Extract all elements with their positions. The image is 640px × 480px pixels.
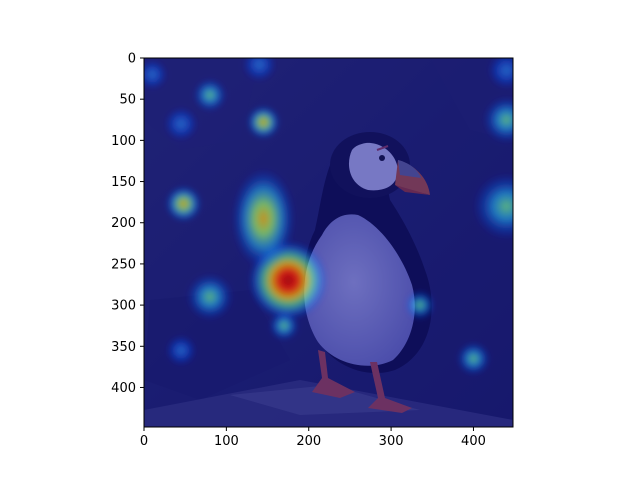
heatmap-hotspot — [488, 58, 513, 89]
y-tick-label: 100 — [111, 134, 136, 149]
heatmap-hotspot — [186, 273, 233, 320]
heatmap-overlay — [144, 58, 513, 376]
heatmap-hotspot — [456, 342, 490, 376]
y-tick-label: 200 — [111, 216, 136, 231]
x-tick-label: 300 — [379, 434, 404, 449]
heatmap-hotspot — [246, 105, 280, 139]
heatmap-hotspot — [473, 173, 513, 240]
heatmap-hotspot — [166, 335, 196, 366]
heatmap-hotspot — [242, 58, 276, 82]
puffin-photo — [144, 58, 513, 427]
x-tick-label: 0 — [140, 434, 148, 449]
heatmap-hotspot — [165, 185, 202, 222]
x-tick-label: 400 — [461, 434, 486, 449]
heatmap-hotspot — [232, 168, 295, 269]
y-tick-label: 300 — [111, 299, 136, 314]
heatmap-hotspot — [405, 290, 435, 320]
heatmap-hotspot — [144, 59, 168, 90]
y-axis: 0 50 100 150 200 250 300 350 400 — [111, 52, 144, 396]
heatmap-hotspot — [164, 107, 198, 141]
heatmap-hotspot — [269, 310, 299, 341]
x-tick-label: 200 — [296, 434, 321, 449]
y-tick-label: 0 — [128, 52, 136, 67]
y-tick-label: 150 — [111, 175, 136, 190]
y-tick-label: 350 — [111, 340, 136, 355]
heatmap-hotspot — [193, 78, 227, 112]
heatmap-base — [144, 58, 513, 427]
y-tick-label: 250 — [111, 257, 136, 272]
x-axis: 0 100 200 300 400 — [140, 427, 486, 449]
y-tick-label: 400 — [111, 381, 136, 396]
y-tick-label: 50 — [119, 93, 136, 108]
x-tick-label: 100 — [214, 434, 239, 449]
image-area — [144, 58, 513, 427]
heatmap-hotspot — [483, 96, 513, 143]
axes-frame — [143, 57, 514, 428]
